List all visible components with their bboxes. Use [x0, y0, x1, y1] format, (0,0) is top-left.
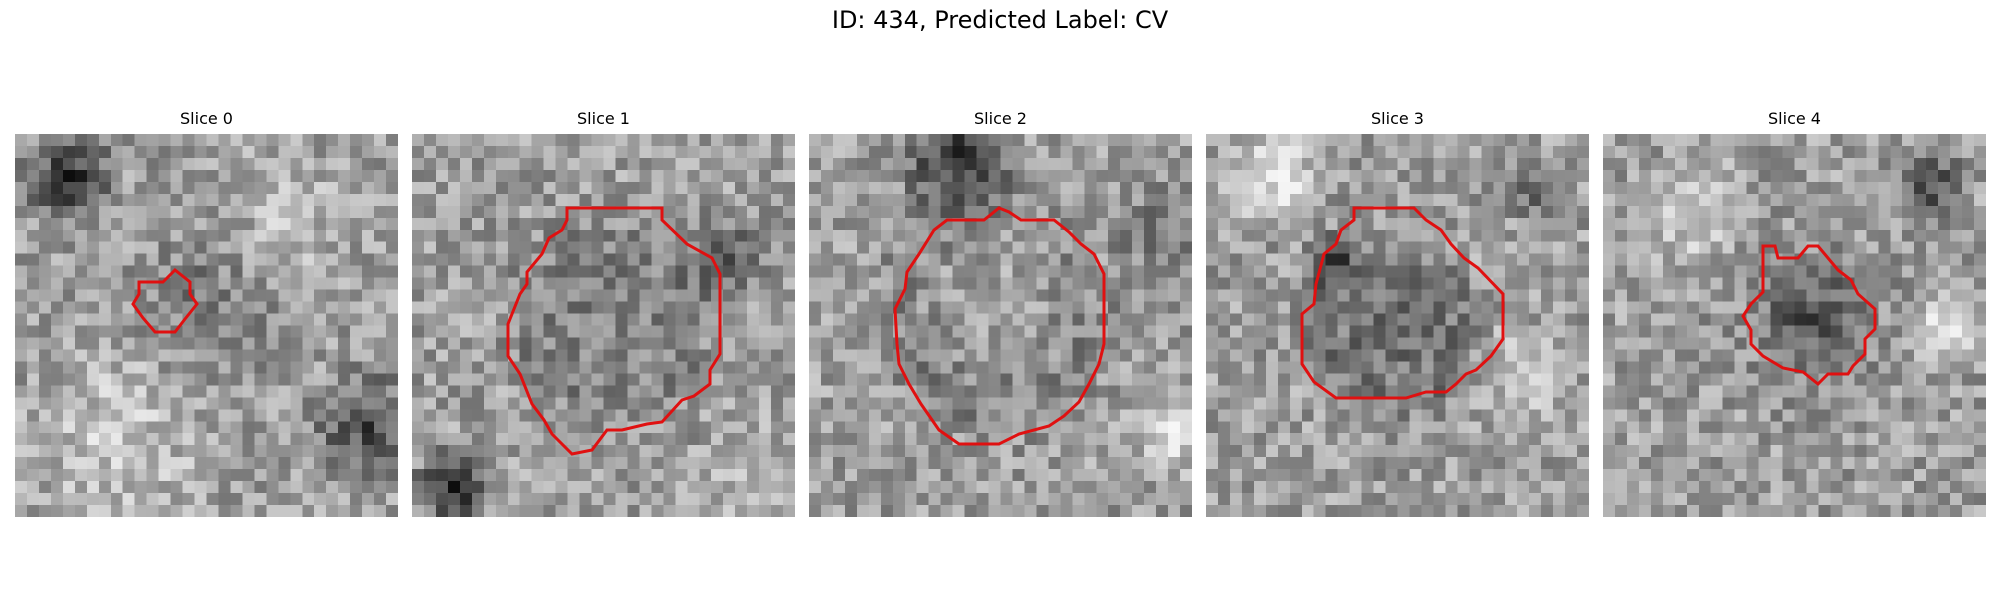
slice-panel-0: Slice 0 [15, 108, 398, 517]
figure-title: ID: 434, Predicted Label: CV [831, 6, 1169, 34]
slice-panel-4: Slice 4 [1603, 108, 1986, 517]
slice-title: Slice 2 [974, 109, 1027, 128]
slice-panel-2: Slice 2 [809, 108, 1192, 517]
slice-image [1206, 134, 1589, 517]
slice-panel-3: Slice 3 [1206, 108, 1589, 517]
slice-title: Slice 4 [1768, 109, 1821, 128]
slice-title: Slice 0 [180, 109, 233, 128]
slice-image [412, 134, 795, 517]
slice-image [15, 134, 398, 517]
slice-title: Slice 1 [577, 109, 630, 128]
slice-image [1603, 134, 1986, 517]
slice-title: Slice 3 [1371, 109, 1424, 128]
slice-panel-1: Slice 1 [412, 108, 795, 517]
slice-image [809, 134, 1192, 517]
